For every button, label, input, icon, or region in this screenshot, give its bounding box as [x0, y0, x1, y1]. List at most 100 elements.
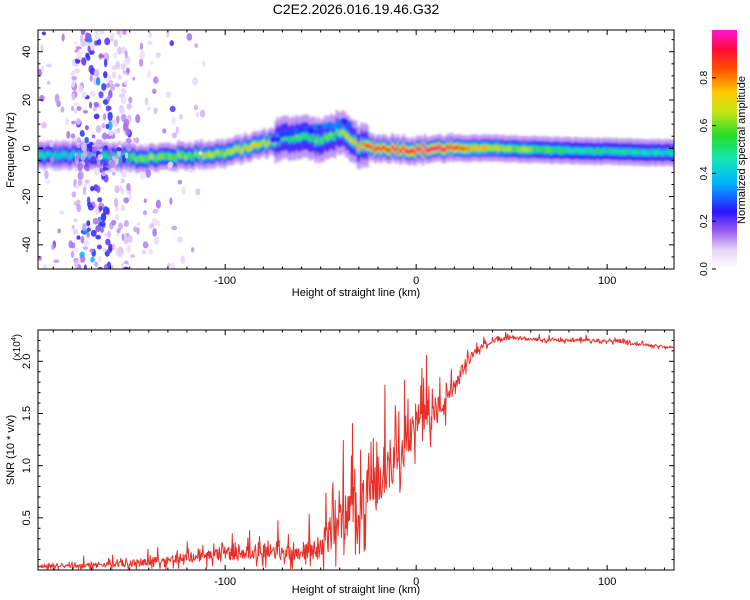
noise-speck	[115, 154, 119, 159]
noise-speck	[123, 197, 130, 204]
noise-speck	[95, 206, 99, 215]
colorbar-tick-label: 0.4	[699, 166, 710, 180]
noise-speck	[146, 106, 151, 111]
spectrogram-cell	[45, 152, 49, 157]
noise-speck	[170, 262, 176, 269]
noise-speck	[89, 90, 96, 97]
noise-speck	[175, 126, 180, 134]
noise-speck	[103, 232, 109, 237]
noise-speck	[79, 254, 86, 263]
spectrogram-cell	[259, 141, 262, 147]
noise-speck	[60, 106, 65, 113]
noise-speck	[98, 91, 104, 99]
spectrogram-cell	[142, 156, 146, 162]
spectrogram-cell	[452, 146, 455, 152]
spectrogram-cell	[455, 145, 459, 150]
spectrogram-cell	[656, 149, 660, 155]
noise-speck	[111, 71, 117, 79]
noise-speck	[117, 46, 122, 55]
noise-speck	[93, 101, 99, 108]
spectrogram-cell	[58, 152, 62, 157]
noise-speck	[95, 225, 101, 233]
noise-speck	[75, 152, 80, 162]
noise-speck	[98, 53, 105, 59]
noise-speck	[179, 113, 183, 120]
snr-multiplier: (x104)	[11, 334, 23, 361]
spectrogram-cell	[503, 147, 507, 152]
noise-speck	[177, 179, 183, 185]
noise-speck	[102, 113, 107, 121]
spectrogram-cell	[513, 146, 516, 151]
spectrogram-cell	[144, 156, 148, 161]
noise-speck	[84, 136, 89, 144]
spectrogram-cell	[601, 149, 604, 154]
noise-speck	[171, 116, 176, 126]
spectrogram-cell	[43, 155, 47, 160]
snr-panel: -100 0 100 0.5 1.0 1.5 2.0 Height of straight …	[5, 329, 675, 596]
spectrogram-cell	[245, 146, 249, 151]
noise-speck	[109, 160, 115, 168]
noise-speck	[71, 79, 76, 88]
spectrogram-cell	[173, 155, 177, 160]
spectrogram-cell	[102, 152, 106, 157]
spectrogram-cell	[612, 149, 616, 155]
spectrogram-cell	[641, 150, 644, 155]
noise-speck	[89, 248, 95, 253]
spectrogram-cell	[247, 146, 251, 152]
noise-speck	[101, 132, 108, 140]
noise-speck	[116, 30, 121, 36]
noise-speck	[120, 63, 126, 70]
spectrogram-cell	[429, 147, 432, 152]
spectrogram-cell	[379, 147, 383, 153]
noise-speck	[111, 155, 116, 161]
noise-speck	[193, 104, 199, 111]
noise-speck	[115, 247, 122, 257]
noise-speck	[98, 206, 103, 212]
noise-speck	[198, 151, 203, 156]
noise-speck	[114, 197, 119, 207]
spectrogram-cell	[119, 157, 123, 162]
spectrogram-ytick-label: -20	[21, 189, 33, 205]
spectrogram-cell	[467, 146, 471, 151]
spectrogram-xtick-label: 0	[413, 275, 419, 287]
spectrogram-cell	[360, 141, 364, 146]
noise-speck	[97, 266, 103, 269]
noise-speck	[97, 158, 101, 166]
spectrogram-cell	[635, 149, 639, 154]
spectrogram-frame	[37, 29, 675, 270]
noise-speck	[97, 153, 103, 160]
spectrogram-cell	[158, 154, 161, 159]
noise-speck	[95, 76, 101, 86]
spectrogram-cell	[133, 154, 136, 160]
spectrogram-cell	[532, 146, 536, 152]
noise-speck	[70, 133, 76, 139]
spectrogram-cell	[499, 146, 503, 151]
noise-speck	[177, 236, 183, 243]
spectrogram-cell	[159, 154, 163, 159]
spectrogram-cell	[343, 130, 346, 135]
spectrogram-cell	[106, 153, 110, 158]
noise-speck	[84, 179, 89, 184]
noise-speck	[45, 179, 51, 185]
noise-speck	[103, 167, 109, 171]
spectrogram-cell	[622, 149, 625, 154]
spectrogram-panel: -100 0 100 -40 -20 0 20 40 Height of straight l…	[5, 29, 675, 299]
noise-speck	[103, 263, 109, 269]
noise-speck	[126, 67, 130, 74]
noise-speck	[154, 236, 159, 245]
spectrogram-cell	[545, 147, 549, 152]
noise-speck	[99, 227, 104, 233]
snr-xtick-label: -100	[214, 576, 236, 588]
spectrogram-cell	[631, 150, 635, 155]
noise-speck	[142, 143, 147, 147]
spectrogram-cell	[347, 134, 350, 139]
noise-speck	[188, 169, 194, 173]
spectrogram-cell	[583, 149, 587, 154]
noise-speck	[116, 227, 121, 234]
spectrogram-cell	[484, 145, 488, 151]
noise-speck	[128, 96, 133, 104]
spectrogram-blob	[307, 127, 315, 135]
spectrogram-cell	[549, 148, 553, 153]
colorbar-tick-label: 0.0	[699, 262, 710, 276]
noise-speck	[109, 83, 115, 91]
